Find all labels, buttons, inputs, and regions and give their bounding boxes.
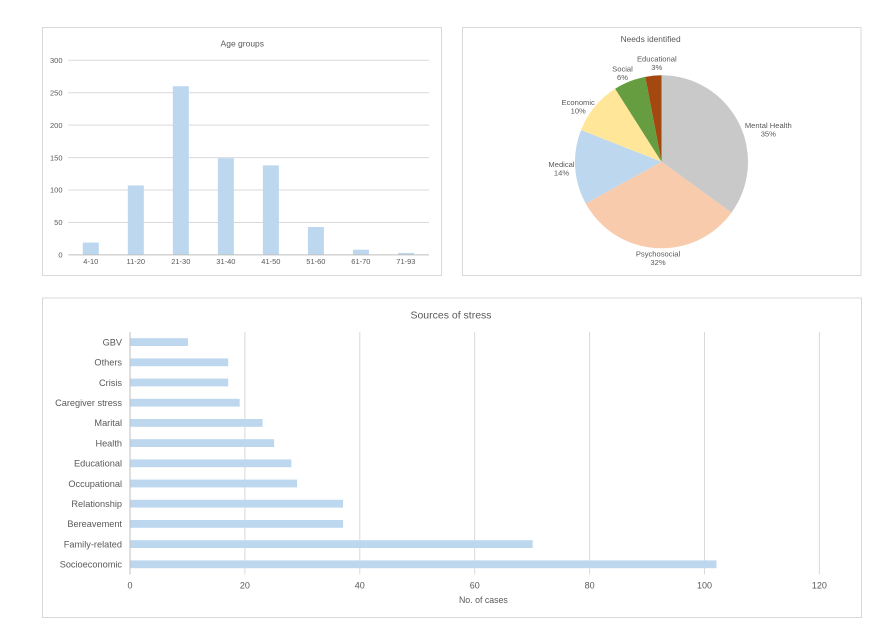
svg-text:51-60: 51-60 [306, 257, 325, 266]
svg-text:Marital: Marital [94, 418, 122, 428]
svg-text:Relationship: Relationship [71, 499, 122, 509]
svg-text:71-93: 71-93 [396, 257, 415, 266]
svg-text:Mental Health: Mental Health [745, 121, 792, 130]
svg-text:0: 0 [127, 580, 132, 590]
svg-text:Economic: Economic [562, 98, 596, 107]
svg-text:Bereavement: Bereavement [67, 519, 122, 529]
svg-text:50: 50 [54, 218, 62, 227]
svg-text:Family-related: Family-related [64, 539, 122, 549]
svg-text:4-10: 4-10 [83, 257, 98, 266]
svg-text:150: 150 [50, 153, 63, 162]
svg-text:11-20: 11-20 [126, 257, 145, 266]
svg-text:14%: 14% [554, 169, 569, 178]
svg-text:Others: Others [94, 358, 122, 368]
svg-text:61-70: 61-70 [351, 257, 370, 266]
svg-text:0: 0 [58, 251, 62, 260]
svg-text:120: 120 [812, 580, 827, 590]
svg-text:No. of cases: No. of cases [459, 595, 508, 605]
svg-text:Caregiver stress: Caregiver stress [55, 398, 122, 408]
svg-text:60: 60 [470, 580, 480, 590]
svg-text:41-50: 41-50 [261, 257, 280, 266]
svg-text:Occupational: Occupational [68, 479, 122, 489]
svg-text:250: 250 [50, 88, 63, 97]
svg-text:3%: 3% [651, 63, 662, 72]
svg-text:Needs identified: Needs identified [621, 34, 681, 44]
svg-text:31-40: 31-40 [216, 257, 235, 266]
svg-text:Medical: Medical [548, 160, 574, 169]
svg-text:Health: Health [95, 438, 122, 448]
svg-text:GBV: GBV [103, 337, 123, 347]
svg-text:10%: 10% [571, 107, 586, 116]
svg-text:Sources of stress: Sources of stress [410, 310, 491, 322]
svg-text:100: 100 [697, 580, 712, 590]
svg-text:Educational: Educational [637, 55, 677, 64]
svg-text:Socioeconomic: Socioeconomic [60, 560, 123, 570]
svg-text:Crisis: Crisis [99, 378, 122, 388]
svg-text:32%: 32% [650, 258, 665, 267]
svg-text:20: 20 [240, 580, 250, 590]
svg-text:300: 300 [50, 56, 63, 65]
svg-text:100: 100 [50, 186, 63, 195]
svg-text:6%: 6% [617, 73, 628, 82]
svg-text:21-30: 21-30 [171, 257, 190, 266]
svg-text:Educational: Educational [74, 459, 122, 469]
svg-text:35%: 35% [761, 129, 776, 138]
svg-text:Social: Social [612, 64, 633, 73]
svg-text:Psychosocial: Psychosocial [636, 249, 681, 258]
svg-text:80: 80 [585, 580, 595, 590]
svg-text:Age groups: Age groups [221, 38, 264, 48]
svg-text:200: 200 [50, 121, 63, 130]
svg-text:40: 40 [355, 580, 365, 590]
